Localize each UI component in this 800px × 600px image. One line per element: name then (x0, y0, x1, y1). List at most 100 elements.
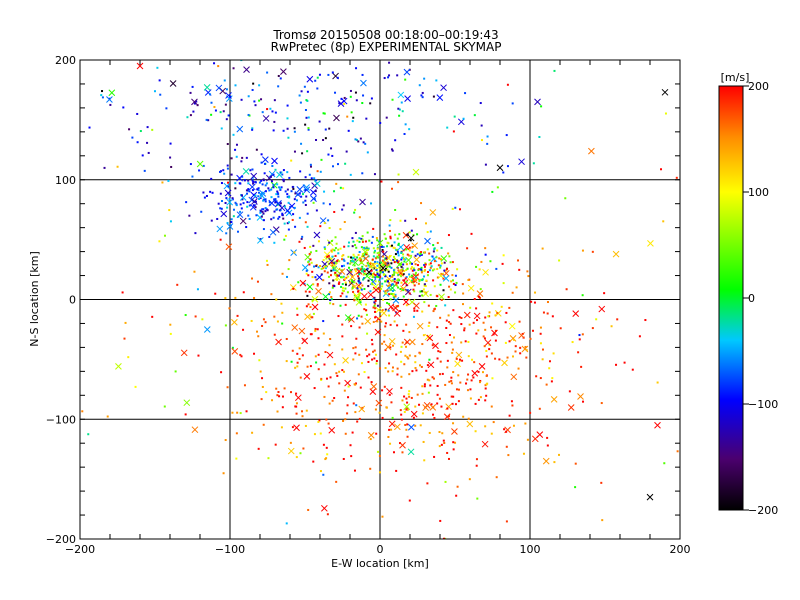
data-point (542, 457, 550, 465)
data-point (393, 257, 396, 260)
data-point (517, 367, 520, 370)
data-point (224, 297, 227, 300)
data-point (328, 258, 336, 265)
data-point (481, 371, 484, 374)
data-point (365, 309, 368, 312)
data-point (369, 290, 372, 293)
data-point (243, 384, 246, 387)
data-point (242, 291, 245, 294)
data-point (315, 179, 318, 182)
data-point (269, 203, 272, 206)
data-point (403, 270, 406, 273)
data-point (185, 201, 188, 204)
data-point (418, 295, 421, 298)
data-point (280, 302, 283, 305)
data-point (380, 309, 388, 317)
data-point (361, 265, 364, 268)
data-point (382, 250, 385, 253)
data-point (574, 486, 577, 489)
data-point (399, 441, 406, 449)
data-point (458, 316, 461, 319)
data-point (299, 376, 302, 379)
data-point (489, 260, 492, 263)
data-point (490, 326, 493, 329)
data-point (491, 377, 494, 380)
data-point (347, 385, 350, 388)
data-point (358, 240, 361, 243)
data-point (241, 198, 244, 201)
data-point (519, 352, 522, 355)
data-point (476, 319, 479, 322)
data-point (601, 519, 604, 522)
data-point (344, 283, 347, 286)
data-point (272, 186, 275, 189)
data-point (379, 243, 382, 246)
data-point (156, 66, 159, 69)
data-point (252, 204, 255, 207)
data-point (341, 292, 344, 295)
data-point (432, 377, 435, 380)
data-point (352, 402, 355, 405)
data-point (504, 321, 507, 324)
data-point (327, 422, 330, 425)
data-point (370, 383, 378, 390)
data-point (323, 395, 326, 398)
data-point (476, 290, 484, 298)
data-point (350, 111, 353, 114)
data-point (266, 209, 269, 212)
data-point (423, 291, 426, 294)
data-point (373, 301, 376, 304)
data-point (421, 385, 424, 388)
data-point (192, 110, 195, 113)
data-point (444, 304, 447, 307)
data-point (457, 400, 460, 403)
data-point (270, 218, 273, 221)
data-point (406, 289, 409, 292)
data-point (254, 200, 257, 203)
data-point (393, 273, 396, 276)
data-point (352, 240, 355, 243)
data-point (374, 328, 382, 336)
data-point (540, 105, 543, 108)
data-point (432, 279, 435, 282)
data-point (437, 264, 440, 267)
data-point (423, 264, 426, 267)
data-point (316, 273, 323, 281)
data-point (324, 458, 327, 461)
data-point (278, 186, 281, 189)
data-point (308, 263, 311, 266)
data-point (401, 451, 404, 454)
chart-subtitle: RwPretec (8p) EXPERIMENTAL SKYMAP (271, 40, 502, 54)
data-point (260, 398, 263, 401)
data-point (169, 80, 177, 87)
data-point (423, 383, 426, 386)
data-point (402, 289, 405, 292)
data-point (309, 333, 312, 336)
data-point (577, 393, 584, 400)
data-point (411, 250, 414, 253)
data-point (660, 168, 663, 171)
data-point (224, 201, 227, 204)
data-point (246, 192, 249, 195)
data-point (298, 94, 301, 97)
data-point (427, 361, 435, 369)
data-point (225, 243, 233, 251)
data-point (351, 237, 354, 240)
data-point (331, 286, 334, 289)
data-point (433, 260, 436, 263)
data-point (352, 290, 355, 293)
data-point (577, 351, 580, 354)
y-axis-label: N-S location [km] (28, 251, 41, 347)
data-point (440, 405, 443, 408)
data-point (295, 394, 302, 402)
data-point (332, 266, 335, 269)
data-point (346, 262, 349, 265)
data-point (424, 285, 427, 288)
data-point (384, 275, 387, 278)
data-point (508, 306, 511, 309)
data-point (377, 276, 380, 279)
data-point (231, 197, 234, 200)
data-point (282, 217, 285, 220)
data-point (343, 389, 346, 392)
data-point (241, 156, 244, 159)
